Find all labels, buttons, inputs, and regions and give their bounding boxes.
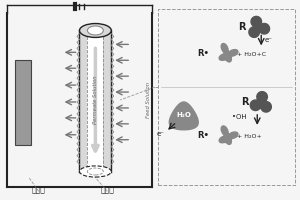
Polygon shape (219, 44, 238, 62)
Ellipse shape (87, 168, 103, 175)
Bar (15, 60, 31, 145)
Text: + H₂O+C: + H₂O+C (237, 52, 266, 57)
Bar (80, 30, 111, 171)
Text: Feed Solution: Feed Solution (146, 82, 151, 118)
Text: R•: R• (198, 49, 210, 58)
Polygon shape (250, 92, 271, 112)
Text: 催化层: 催化层 (32, 185, 46, 194)
Text: R•: R• (198, 131, 210, 140)
Text: •OH: •OH (232, 114, 247, 120)
Text: H₂O: H₂O (176, 112, 191, 118)
Polygon shape (249, 16, 269, 37)
Polygon shape (219, 126, 238, 144)
Text: R: R (238, 22, 246, 32)
Text: 膜基体: 膜基体 (100, 185, 114, 194)
Text: e⁻: e⁻ (264, 37, 272, 43)
Text: Permeate Solution: Permeate Solution (93, 76, 98, 124)
Ellipse shape (80, 166, 111, 177)
Ellipse shape (80, 24, 111, 37)
Ellipse shape (87, 26, 103, 35)
Polygon shape (169, 102, 198, 130)
Text: + H₂O+: + H₂O+ (237, 134, 262, 139)
Bar (87, 30, 103, 171)
Text: R: R (242, 97, 249, 107)
Text: e⁻: e⁻ (157, 131, 165, 137)
